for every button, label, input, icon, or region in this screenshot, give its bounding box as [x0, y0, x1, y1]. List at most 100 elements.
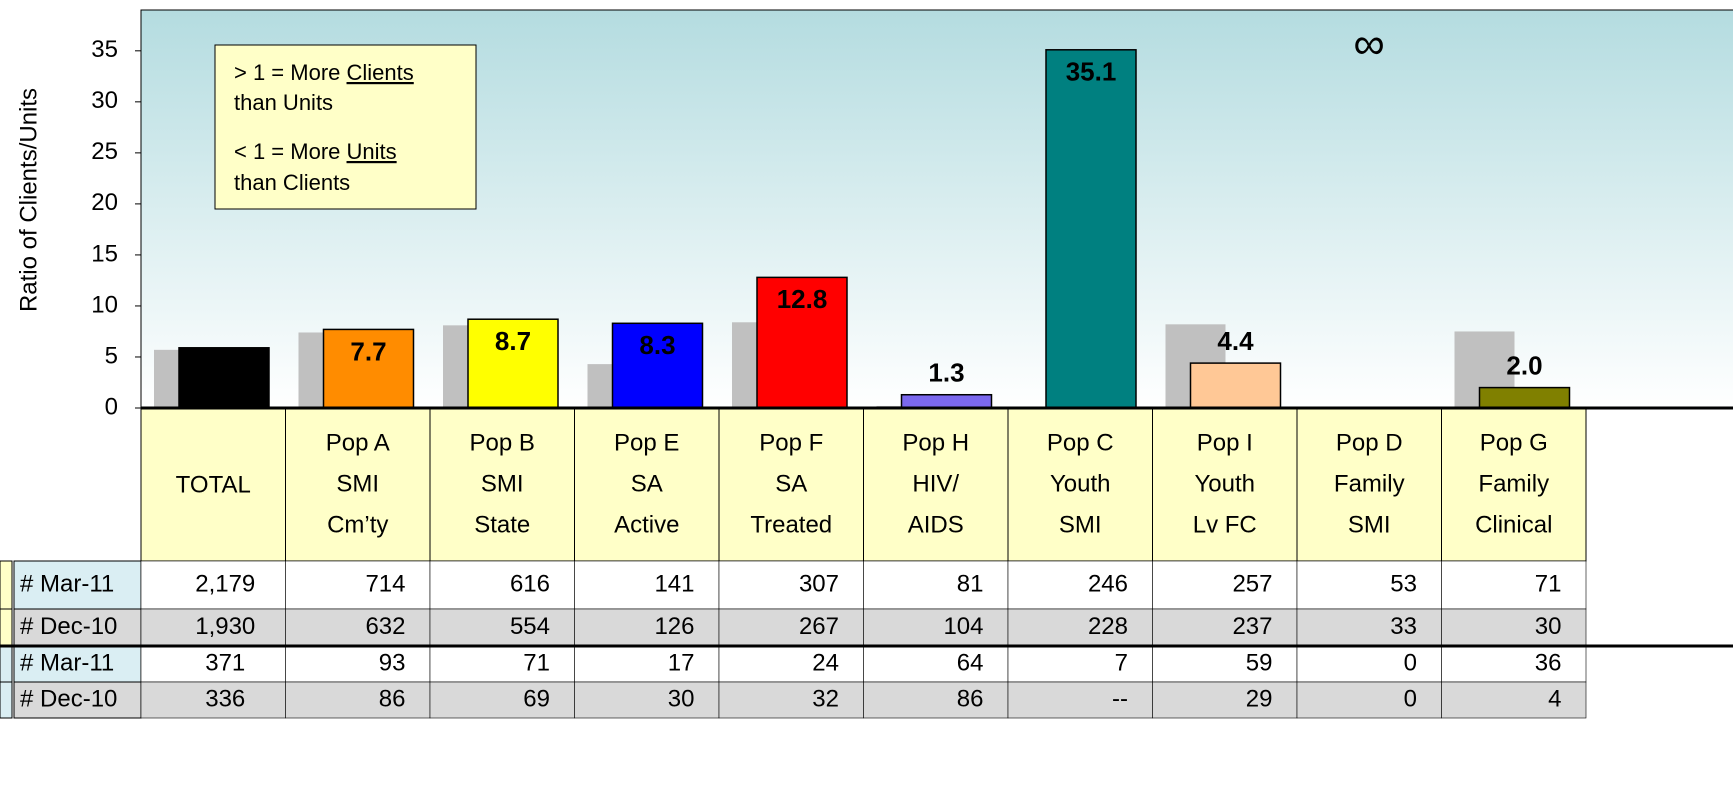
- bar: [1189, 362, 1282, 409]
- table-cell: [718, 560, 864, 610]
- row-label-cell: [13, 608, 142, 647]
- header-cell: [1441, 407, 1587, 562]
- table-cell: [574, 608, 720, 647]
- header-cell: [285, 407, 431, 562]
- table-value: 86: [379, 685, 406, 712]
- category-label: SA: [775, 470, 807, 497]
- table-value: 71: [523, 649, 550, 676]
- header-cell: [1007, 407, 1153, 562]
- table-value: 64: [957, 649, 984, 676]
- y-tick-label: 15: [91, 240, 118, 267]
- table-value: 257: [1232, 570, 1272, 597]
- table-value: 33: [1390, 613, 1417, 640]
- annotation-part: than Clients: [234, 170, 350, 195]
- y-tick-label: 25: [91, 138, 118, 165]
- table-cell: [863, 681, 1009, 719]
- row-stub: [0, 560, 13, 610]
- y-tick-label: 0: [105, 393, 118, 420]
- value-label: 12.8: [777, 284, 828, 314]
- annotation-part: Clients: [347, 60, 414, 85]
- table-value: 59: [1246, 649, 1273, 676]
- bar: [178, 347, 270, 409]
- table-value: 616: [510, 570, 550, 597]
- table-value: 17: [668, 649, 695, 676]
- table-value: 2,179: [195, 570, 255, 597]
- category-label: Pop F: [759, 429, 823, 456]
- table-value: 69: [523, 685, 550, 712]
- annotation-box: [214, 44, 477, 210]
- category-label: Pop I: [1197, 429, 1253, 456]
- table-value: 632: [365, 613, 405, 640]
- table-cell: [1296, 608, 1442, 647]
- table-cell: [429, 608, 575, 647]
- annotation-text: than Units: [234, 90, 333, 115]
- table-cell: [1007, 560, 1153, 610]
- header-cell: [1152, 407, 1298, 562]
- table-value: 93: [379, 649, 406, 676]
- bar: [611, 322, 704, 409]
- header-cell: [1296, 407, 1442, 562]
- table-cell: [285, 608, 431, 647]
- y-tick-label: 20: [91, 189, 118, 216]
- table-cell: [1296, 645, 1442, 683]
- table-value: 81: [957, 570, 984, 597]
- table-cell: [1007, 681, 1153, 719]
- bar: [1045, 49, 1137, 409]
- category-label: SMI: [1059, 511, 1102, 538]
- y-tick-label: 5: [105, 342, 118, 369]
- table-value: 554: [510, 613, 550, 640]
- table-value: 36: [1535, 649, 1562, 676]
- table-value: 371: [205, 649, 245, 676]
- annotation-part: than Units: [234, 90, 333, 115]
- table-cell: [429, 681, 575, 719]
- category-label: SA: [631, 470, 663, 497]
- category-label: Family: [1334, 470, 1405, 497]
- annotation-part: > 1 = More: [234, 60, 347, 85]
- bar: [1478, 386, 1571, 409]
- bar: [900, 393, 993, 409]
- table-cell: [863, 608, 1009, 647]
- category-label: State: [474, 511, 530, 538]
- y-tick-label: 35: [91, 36, 118, 63]
- value-label: 8.7: [495, 326, 531, 356]
- annotation-part: Units: [347, 139, 397, 164]
- y-tick-label: 30: [91, 87, 118, 114]
- table-cell: [718, 681, 864, 719]
- table-cell: [1152, 608, 1298, 647]
- row-label-cell: [13, 681, 142, 719]
- row-label: # Dec-10: [20, 685, 117, 712]
- header-cell: [140, 407, 286, 562]
- category-label: TOTAL: [176, 471, 251, 498]
- table-value: 29: [1246, 685, 1273, 712]
- table-value: 30: [1535, 613, 1562, 640]
- annotation-text: than Clients: [234, 170, 350, 195]
- category-label: Lv FC: [1193, 511, 1257, 538]
- category-label: Active: [614, 511, 679, 538]
- row-label-cell: [13, 560, 142, 610]
- category-label: Pop B: [470, 429, 535, 456]
- category-label: Pop E: [614, 429, 679, 456]
- table-cell: [1441, 608, 1587, 647]
- annotation-part: < 1 = More: [234, 139, 347, 164]
- table-cell: [429, 560, 575, 610]
- table-value: 30: [668, 685, 695, 712]
- table-cell: [285, 560, 431, 610]
- table-cell: [1007, 608, 1153, 647]
- category-label: Youth: [1194, 470, 1255, 497]
- row-label: # Dec-10: [20, 613, 117, 640]
- category-label: AIDS: [908, 511, 964, 538]
- table-value: 1,930: [195, 613, 255, 640]
- table-cell: [1441, 681, 1587, 719]
- table-cell: [140, 560, 286, 610]
- table-value: 4: [1548, 685, 1561, 712]
- table-cell: [718, 608, 864, 647]
- category-label: Pop C: [1047, 429, 1114, 456]
- category-label: Family: [1478, 470, 1549, 497]
- table-cell: [574, 681, 720, 719]
- table-cell: [863, 645, 1009, 683]
- row-stub: [0, 681, 13, 719]
- table-value: 32: [812, 685, 839, 712]
- value-label: 35.1: [1066, 57, 1117, 87]
- table-value: 267: [799, 613, 839, 640]
